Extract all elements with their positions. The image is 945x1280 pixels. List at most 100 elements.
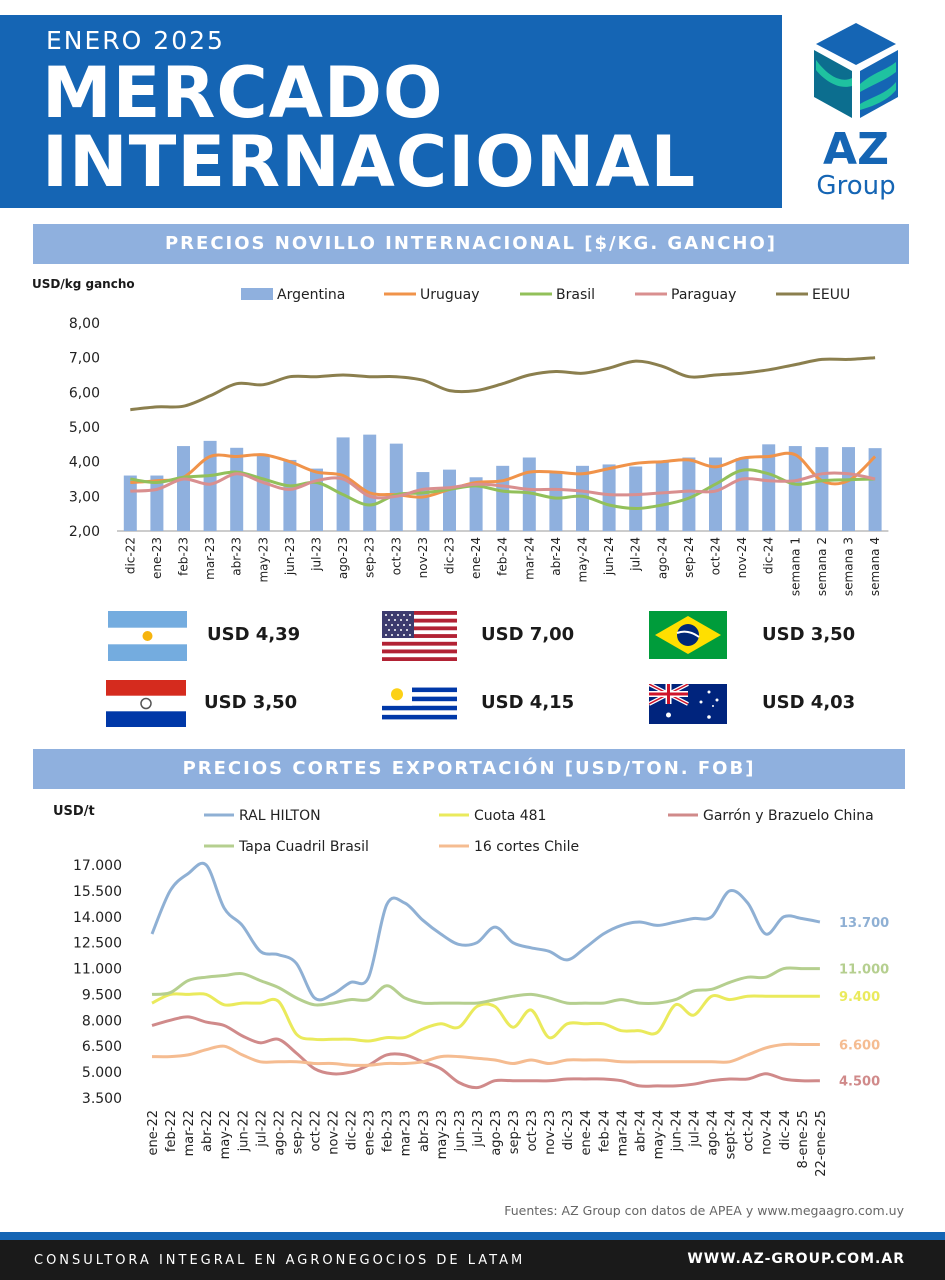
chart1-bar-argentina — [123, 475, 137, 531]
chart1-bar-argentina — [788, 446, 802, 531]
chart1-x-tick: sep-23 — [363, 537, 377, 578]
chart1-bar-argentina — [682, 457, 696, 531]
chart2-line — [151, 966, 820, 1007]
chart2-x-tick: ene-23 — [363, 1110, 378, 1155]
chart2-x-tick: jul-22 — [254, 1110, 269, 1148]
chart2-x-tick: may-22 — [218, 1110, 233, 1159]
chart1-line-brasil — [130, 468, 876, 511]
chart1-bar-argentina — [283, 459, 297, 531]
logo-text: AZ — [823, 124, 889, 175]
chart1-bar-argentina — [256, 454, 270, 531]
chart1-y-tick: 5,00 — [69, 420, 100, 436]
chart1-x-tick: jul-24 — [629, 537, 643, 572]
chart2-x-tick: sept-24 — [724, 1110, 739, 1159]
chart2-x-tick: 22-ene-25 — [814, 1110, 829, 1177]
chart1-x-tick: ago-24 — [655, 537, 669, 579]
chart1-legend-label: EEUU — [812, 287, 850, 303]
chart2-x-tick: ago-22 — [272, 1110, 287, 1156]
chart2-x-tick: feb-23 — [381, 1110, 396, 1152]
chart2-x-tick: oct-23 — [525, 1110, 540, 1151]
chart2-end-label: 13.700 — [839, 916, 889, 931]
usa-flag-icon — [382, 611, 457, 661]
chart1-x-tick: semana 1 — [788, 537, 802, 596]
section1-title: PRECIOS NOVILLO INTERNACIONAL [$/KG. GAN… — [33, 224, 909, 264]
chart1-bar-argentina — [762, 444, 776, 531]
brazil-flag-icon — [649, 611, 727, 659]
chart1-x-tick: jul-23 — [310, 537, 324, 572]
chart1-x-tick: abr-23 — [230, 537, 244, 576]
footer: CONSULTORA INTEGRAL EN AGRONEGOCIOS DE L… — [0, 1232, 945, 1280]
chart2-x-tick: jun-22 — [236, 1110, 251, 1152]
chart1-x-tick: dic-23 — [443, 537, 457, 574]
chart2-end-label: 11.000 — [839, 963, 889, 978]
chart2-x-tick: 8-ene-25 — [796, 1110, 811, 1168]
chart1-x-tick: oct-24 — [709, 537, 723, 575]
chart1-x-tick: dic-24 — [762, 537, 776, 574]
chart2-x-tick: dic-23 — [561, 1110, 576, 1150]
chart1-bar-argentina — [496, 465, 510, 531]
chart1-x-tick: oct-23 — [389, 537, 403, 575]
chart1-y-tick: 6,00 — [69, 385, 100, 401]
chart2-y-tick: 12.500 — [73, 936, 122, 952]
chart2-y-tick: 6.500 — [82, 1039, 122, 1055]
chart2-x-tick: feb-22 — [164, 1110, 179, 1152]
chart2-x-tick: jun-24 — [669, 1110, 684, 1152]
chart2-legend-label: Tapa Cuadril Brasil — [238, 839, 369, 855]
chart2-y-tick: 11.000 — [73, 962, 122, 978]
chart2-legend-label: Garrón y Brazuelo China — [703, 808, 874, 824]
chart1-bar-argentina — [230, 447, 244, 531]
chart1-bar-argentina — [868, 448, 882, 531]
chart1-x-tick: ago-23 — [336, 537, 350, 579]
chart1-x-tick: ene-23 — [150, 537, 164, 579]
chart2-x-tick: dic-24 — [778, 1110, 793, 1150]
chart1-bar-argentina — [602, 464, 616, 531]
chart1-y-tick: 7,00 — [69, 351, 100, 367]
chart2-x-tick: nov-23 — [543, 1110, 558, 1155]
chart1-legend-label: Brasil — [556, 287, 595, 303]
chart1-bar-argentina — [576, 465, 589, 531]
chart1-bar-argentina — [310, 468, 323, 531]
chart2-x-tick: jul-23 — [471, 1110, 486, 1148]
chart1-bar-argentina — [655, 460, 669, 531]
chart1-x-tick: mar-24 — [522, 537, 536, 580]
chart2-x-tick: nov-22 — [327, 1110, 342, 1155]
footer-website-link[interactable]: WWW.AZ-GROUP.COM.AR — [687, 1251, 905, 1267]
chart-export-cuts: 3.500 5.000 6.500 8.000 9.500 11.000 12.500 14.… — [73, 808, 889, 1177]
chart2-line — [151, 1042, 820, 1067]
section2-title: PRECIOS CORTES EXPORTACIÓN [USD/TON. FOB… — [33, 749, 905, 789]
argentina-flag-icon — [108, 611, 187, 661]
chart1-y-tick: 8,00 — [69, 316, 100, 332]
chart2-line — [151, 1015, 820, 1090]
header-banner: ENERO 2025 MERCADO INTERNACIONAL — [0, 15, 782, 208]
chart1-x-tick: sep-24 — [682, 537, 696, 578]
chart2-y-tick: 17.000 — [73, 858, 122, 874]
chart2-x-tick: may-24 — [651, 1110, 666, 1159]
logo-subtext: Group — [816, 171, 896, 201]
chart1-bar-argentina — [177, 446, 190, 531]
chart1-bar-argentina — [416, 472, 430, 531]
chart1-x-tick: nov-23 — [416, 537, 430, 578]
price-australia: USD 4,03 — [762, 692, 856, 713]
chart2-x-tick: oct-22 — [308, 1110, 323, 1151]
chart1-bar-argentina — [709, 457, 722, 531]
price-eeuu: USD 7,00 — [481, 624, 575, 645]
price-argentina: USD 4,39 — [207, 624, 301, 645]
australia-flag-icon — [649, 684, 727, 724]
chart2-y-tick: 8.000 — [82, 1013, 122, 1029]
chart2-line — [151, 992, 820, 1043]
chart1-legend-label: Paraguay — [671, 287, 736, 303]
chart1-bar-argentina — [389, 443, 403, 531]
chart1-bar-argentina — [336, 437, 350, 531]
chart1-x-tick: jun-23 — [283, 537, 297, 576]
chart1-x-tick: jun-24 — [602, 537, 616, 576]
chart1-x-tick: feb-23 — [177, 537, 191, 576]
chart2-x-tick: abr-24 — [633, 1110, 648, 1152]
chart2-x-tick: ago-23 — [489, 1110, 504, 1156]
chart1-bar-argentina — [443, 469, 456, 531]
price-uruguay: USD 4,15 — [481, 692, 575, 713]
chart2-x-tick: mar-23 — [399, 1110, 414, 1156]
chart2-legend-label: RAL HILTON — [239, 808, 321, 824]
chart2-x-tick: mar-22 — [182, 1110, 197, 1156]
chart2-end-label: 6.600 — [839, 1038, 880, 1053]
chart1-x-tick: abr-24 — [549, 537, 563, 576]
